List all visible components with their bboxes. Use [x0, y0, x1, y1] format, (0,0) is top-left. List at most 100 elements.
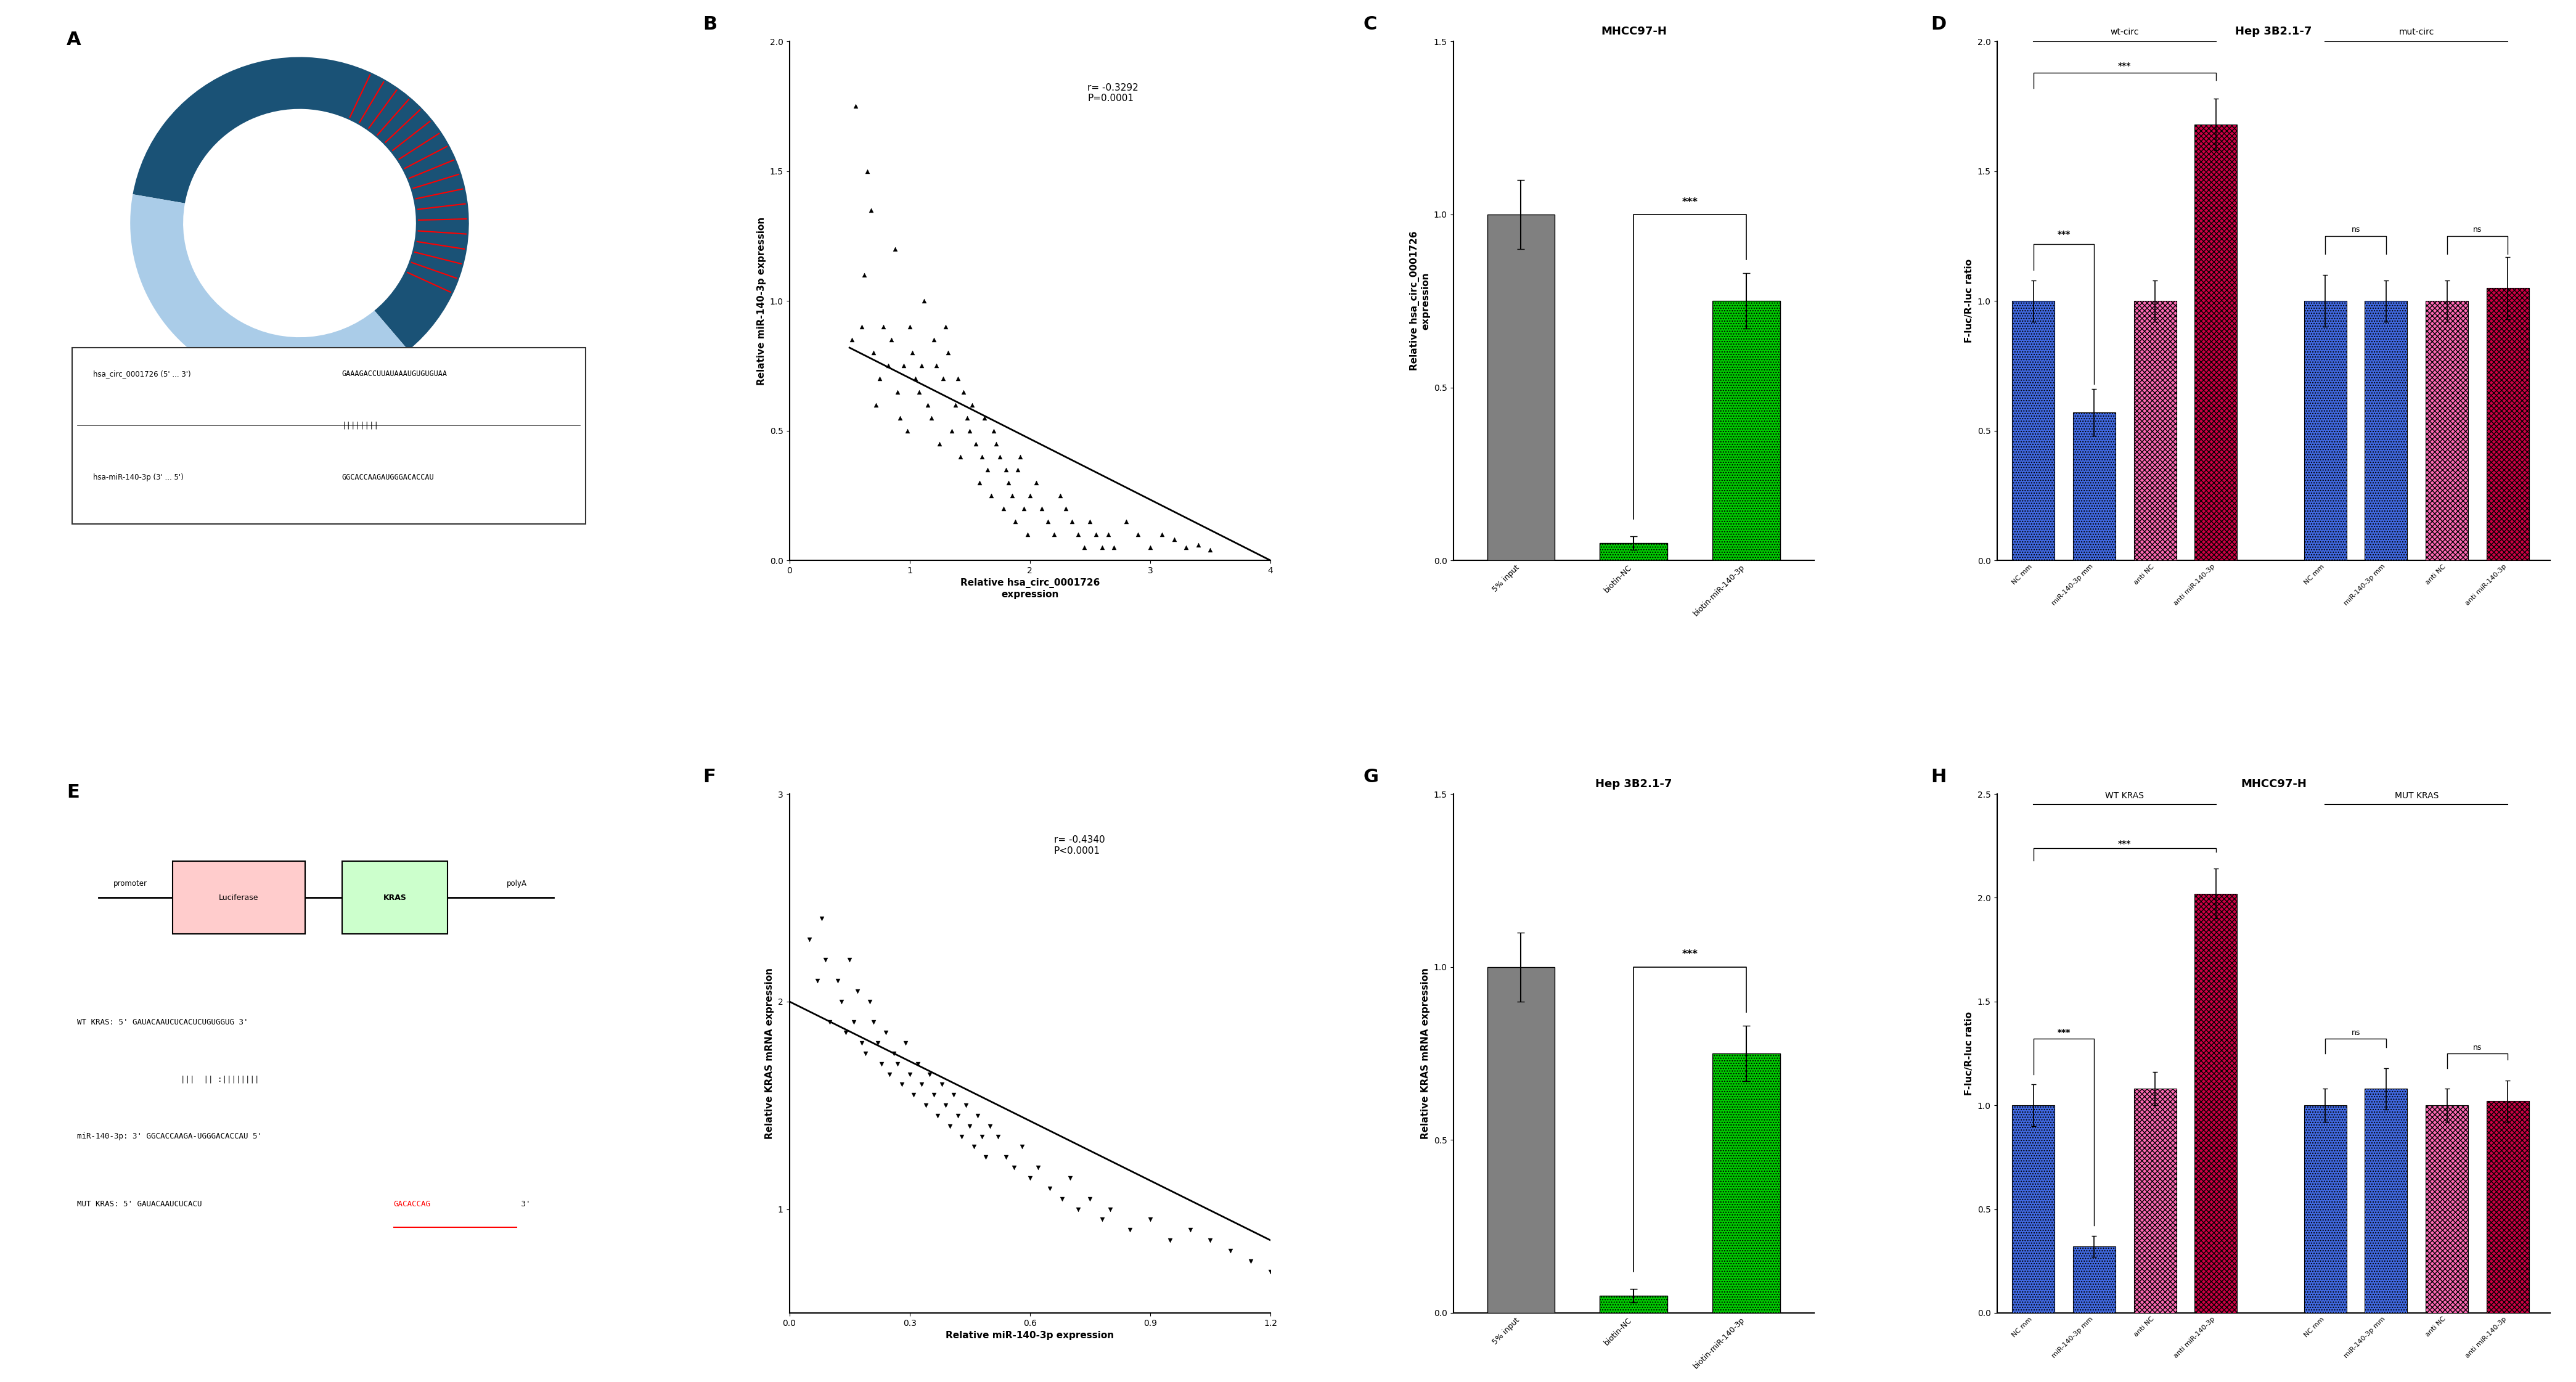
Point [835, 95, 876, 117]
Point [963, 406, 1005, 428]
Point [853, 1012, 894, 1034]
Point [902, 355, 943, 377]
Point [894, 368, 935, 390]
Bar [2303, 1106, 2347, 1313]
Text: hsa_circ_0001726 (5' ... 3'): hsa_circ_0001726 (5' ... 3') [93, 369, 191, 377]
Bar [1713, 301, 1780, 561]
Point [966, 1146, 1007, 1168]
Point [1229, 1249, 1270, 1271]
Bar [2486, 1101, 2530, 1313]
Point [933, 1083, 974, 1106]
Point [925, 1095, 966, 1117]
Bar [2486, 287, 2530, 561]
FancyBboxPatch shape [72, 348, 585, 524]
Point [1056, 524, 1097, 546]
Point [984, 1146, 1025, 1168]
Point [1211, 1240, 1252, 1262]
Point [884, 355, 925, 377]
Point [850, 991, 891, 1013]
Text: C: C [1363, 15, 1376, 33]
Point [868, 355, 909, 377]
Point [909, 1063, 951, 1085]
Point [902, 1074, 943, 1096]
Point [948, 406, 989, 428]
Point [976, 433, 1018, 455]
Point [1170, 1219, 1211, 1241]
Point [1007, 524, 1048, 546]
Point [969, 1115, 1010, 1137]
Point [804, 949, 845, 972]
Point [858, 1032, 899, 1054]
Point [925, 316, 966, 339]
Point [873, 1042, 914, 1064]
Point [1056, 1198, 1097, 1220]
Y-axis label: Relative hsa_circ_0001726
expression: Relative hsa_circ_0001726 expression [1409, 231, 1430, 370]
Text: MUT KRAS: MUT KRAS [2396, 792, 2439, 800]
Text: E: E [67, 784, 80, 802]
Text: WT KRAS: WT KRAS [2105, 792, 2143, 800]
Bar [2427, 301, 2468, 561]
Point [848, 160, 889, 182]
Point [801, 908, 842, 930]
Point [904, 1095, 945, 1117]
Point [886, 420, 927, 442]
Text: D: D [1929, 15, 1945, 33]
Bar [1600, 543, 1667, 561]
Point [938, 1104, 979, 1126]
Point [860, 1053, 902, 1075]
Point [1082, 1208, 1123, 1230]
Title: Hep 3B2.1-7: Hep 3B2.1-7 [1595, 778, 1672, 789]
Text: miR-140-3p: 3' GGCACCAAGA-UGGGACACCAU 5': miR-140-3p: 3' GGCACCAAGA-UGGGACACCAU 5' [77, 1132, 263, 1140]
Bar [2074, 412, 2115, 561]
Point [1069, 510, 1110, 532]
Point [1190, 539, 1231, 561]
Point [1110, 1219, 1151, 1241]
Point [999, 445, 1041, 467]
Wedge shape [131, 195, 410, 390]
Y-axis label: F-luc/R-luc ratio: F-luc/R-luc ratio [1965, 258, 1973, 343]
Point [961, 1125, 1002, 1147]
Point [889, 1063, 930, 1085]
Point [840, 316, 881, 339]
Text: ***: *** [2058, 1028, 2071, 1036]
Text: polyA: polyA [507, 879, 526, 887]
Text: ***: *** [2117, 61, 2130, 70]
Point [1038, 485, 1079, 507]
Point [1020, 498, 1061, 520]
Point [1046, 498, 1087, 520]
Point [943, 380, 984, 402]
Point [1128, 1208, 1170, 1230]
X-axis label: Relative hsa_circ_0001726
expression: Relative hsa_circ_0001726 expression [961, 579, 1100, 598]
Point [956, 433, 997, 455]
Point [984, 498, 1025, 520]
Point [904, 290, 945, 312]
Point [832, 329, 873, 351]
Text: H: H [1929, 768, 1947, 786]
Point [863, 316, 904, 339]
Point [907, 394, 948, 416]
Point [1015, 471, 1056, 493]
Point [1064, 536, 1105, 558]
Point [935, 394, 976, 416]
Point [809, 1012, 850, 1034]
Bar [2365, 1089, 2409, 1313]
Text: WT KRAS: 5' GAUACAAUCUCACUCUGUGGUG 3': WT KRAS: 5' GAUACAAUCUCACUCUGUGGUG 3' [77, 1019, 247, 1027]
Text: A: A [67, 30, 82, 48]
Bar [2133, 1089, 2177, 1313]
Point [948, 1115, 989, 1137]
Point [938, 368, 979, 390]
Bar [2012, 1106, 2056, 1313]
Point [824, 1021, 866, 1043]
Point [940, 1125, 981, 1147]
Text: r= -0.3292
P=0.0001: r= -0.3292 P=0.0001 [1087, 83, 1139, 102]
Point [1249, 1260, 1291, 1282]
Point [974, 420, 1015, 442]
Point [922, 368, 963, 390]
Text: GAAAGACCUUAUAAAUGUGUGUAA: GAAAGACCUUAUAAAUGUGUGUAA [343, 369, 448, 377]
Title: MHCC97-H: MHCC97-H [1600, 26, 1667, 37]
Point [853, 341, 894, 363]
Point [1041, 1187, 1082, 1209]
Text: mut-circ: mut-circ [2398, 28, 2434, 36]
Point [1048, 1166, 1090, 1189]
Text: ***: *** [2058, 229, 2071, 239]
